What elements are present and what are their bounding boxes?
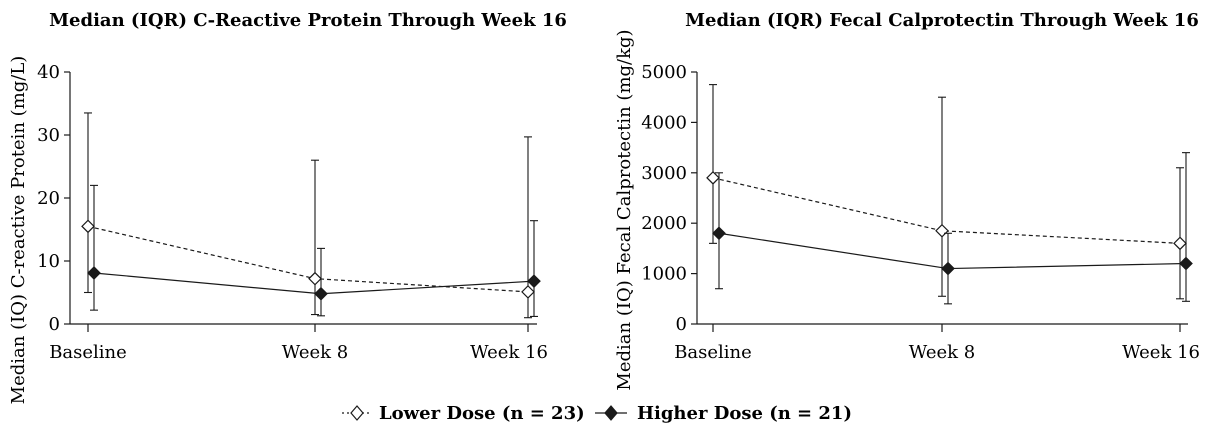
plot-calprotectin: 0 1000 2000 3000 4000 5000 Baseline Week 8 Week … [641, 62, 1200, 363]
series-line-lower-dose [712, 177, 1181, 244]
legend: Lower Dose (n = 23) Higher Dose (n = 21) [342, 403, 852, 424]
y-tick-label: 5000 [641, 62, 687, 83]
x-tick-label: Baseline [49, 342, 127, 363]
data-point-higher-dose [1179, 256, 1193, 271]
data-point-higher-dose [712, 226, 726, 241]
data-point-higher-dose [527, 274, 541, 289]
series-line-lower-dose [87, 225, 529, 293]
legend-higher-dose-marker [604, 405, 618, 421]
legend-lower-dose-label: Lower Dose (n = 23) [379, 403, 585, 424]
y-tick-label: 3000 [641, 163, 687, 184]
x-tick-label: Baseline [674, 342, 752, 363]
data-point-lower-dose [935, 223, 949, 238]
y-tick-label: 30 [37, 125, 60, 146]
y-tick-label: 40 [37, 62, 60, 83]
x-tick-label: Week 16 [470, 342, 548, 363]
x-tick-label: Week 8 [909, 342, 975, 363]
y-axis-label-crp: Median (IQ) C-reactive Protein (mg/L) [8, 56, 29, 405]
legend-lower-dose-marker [350, 405, 364, 421]
y-axis-label-calprotectin: Median (IQ) Fecal Calprotectin (mg/kg) [614, 29, 635, 390]
x-tick-label: Week 8 [282, 342, 348, 363]
plot-crp: 0 10 20 30 40 Baseline Week 8 Week 16 [37, 62, 548, 363]
data-point-lower-dose [81, 219, 95, 234]
data-point-lower-dose [521, 285, 535, 299]
series-line-higher-dose [718, 232, 1187, 270]
data-point-higher-dose [87, 266, 101, 280]
data-point-lower-dose [308, 271, 322, 286]
data-point-higher-dose [941, 261, 955, 276]
chart-title-crp: Median (IQR) C-Reactive Protein Through … [49, 10, 567, 31]
y-tick-label: 10 [37, 251, 60, 272]
data-point-lower-dose [1173, 236, 1187, 251]
data-point-lower-dose [706, 170, 720, 185]
x-tick-label: Week 16 [1122, 342, 1200, 363]
y-tick-label: 2000 [641, 213, 687, 234]
y-tick-label: 20 [37, 188, 60, 209]
y-tick-label: 0 [676, 314, 687, 335]
y-tick-label: 0 [49, 314, 60, 335]
chart-title-calprotectin: Median (IQR) Fecal Calprotectin Through … [685, 10, 1199, 31]
legend-higher-dose-label: Higher Dose (n = 21) [637, 403, 852, 424]
data-point-higher-dose [314, 286, 328, 301]
y-tick-label: 1000 [641, 264, 687, 285]
y-tick-label: 4000 [641, 112, 687, 133]
